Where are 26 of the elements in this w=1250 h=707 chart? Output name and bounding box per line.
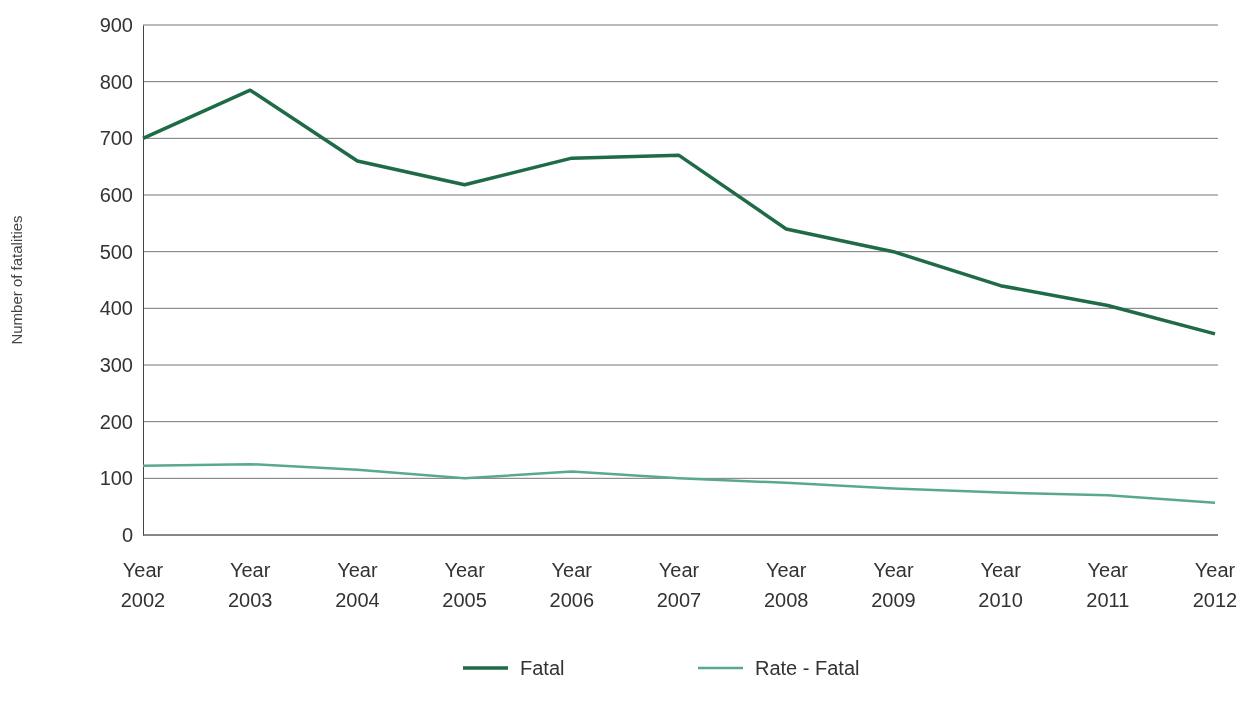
x-tick-label: Year 2008 — [763, 559, 809, 611]
line-series — [141, 88, 1217, 336]
y-tick-label: 600 — [99, 183, 133, 206]
legend-label: Fatal — [520, 657, 565, 679]
legend-label: Rate - Fatal — [755, 657, 860, 679]
x-tick-label: Year 2002 — [120, 559, 166, 611]
y-tick-label: 100 — [99, 467, 133, 490]
x-tick-label: Year 2007 — [656, 559, 702, 611]
x-tick-label: Year 2012 — [1192, 559, 1238, 611]
y-tick-label: 500 — [99, 240, 133, 263]
x-tick-label: Year 2004 — [335, 559, 380, 611]
x-tick-label: Year 2009 — [871, 559, 916, 611]
x-tick-label: Year 2011 — [1086, 559, 1130, 611]
y-tick-label: 400 — [99, 297, 133, 320]
y-tick-label: 300 — [99, 353, 133, 376]
y-tick-label: 900 — [99, 13, 133, 36]
x-tick-label: Year 2006 — [549, 559, 595, 611]
y-tick-label: 700 — [99, 127, 133, 150]
y-tick-label: 200 — [99, 410, 133, 433]
y-axis-title: Number of fatalities — [8, 215, 25, 345]
x-tick-label: Year 2003 — [227, 559, 273, 611]
y-tick-label: 0 — [121, 523, 133, 546]
line-series — [141, 462, 1217, 504]
x-tick-label: Year 2010 — [978, 559, 1023, 611]
x-tick-label: Year 2005 — [442, 559, 487, 611]
y-tick-label: 800 — [99, 70, 133, 93]
